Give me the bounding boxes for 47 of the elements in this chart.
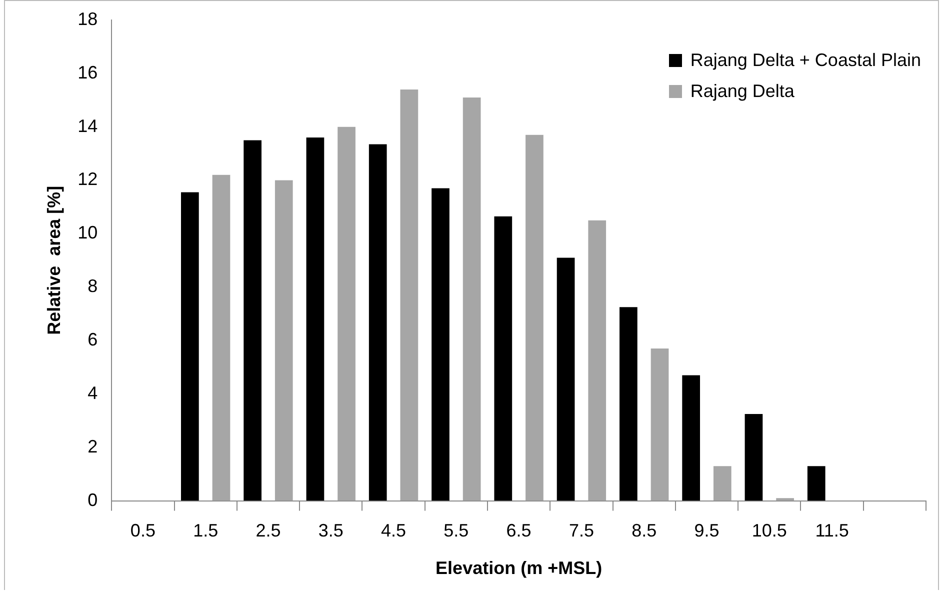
y-tick-label: 14 xyxy=(78,116,98,136)
bar xyxy=(306,138,324,501)
bar xyxy=(432,188,450,501)
x-tick-label: 10.5 xyxy=(752,520,787,541)
bar xyxy=(650,348,669,501)
x-tick-label: 6.5 xyxy=(506,520,532,541)
y-tick-label: 2 xyxy=(88,436,98,456)
bar xyxy=(556,258,575,501)
x-tick-label: 5.5 xyxy=(444,520,469,541)
bar xyxy=(588,220,606,501)
x-tick-label: 3.5 xyxy=(318,520,344,541)
x-tick-label: 8.5 xyxy=(632,520,657,541)
x-tick-label: 9.5 xyxy=(694,520,720,541)
x-tick-label: 0.5 xyxy=(130,520,156,541)
x-tick-label: 2.5 xyxy=(256,520,281,541)
bar xyxy=(744,414,763,501)
x-tick-label: 1.5 xyxy=(193,520,218,541)
bar xyxy=(620,307,638,501)
bar xyxy=(682,375,700,501)
legend-label: Rajang Delta xyxy=(690,81,794,102)
y-tick-label: 12 xyxy=(78,169,98,190)
bar xyxy=(338,126,356,501)
bar xyxy=(713,466,732,501)
x-tick-label: 11.5 xyxy=(815,520,849,541)
legend-label: Rajang Delta + Coastal Plain xyxy=(690,50,921,71)
y-tick-label: 6 xyxy=(88,330,98,350)
x-axis-title: Elevation (m +MSL) xyxy=(436,558,602,578)
bar xyxy=(274,180,293,501)
y-tick-label: 0 xyxy=(88,490,98,510)
bar xyxy=(368,144,387,501)
x-tick-label: 7.5 xyxy=(568,520,594,541)
bar xyxy=(494,216,512,501)
x-tick-label: 4.5 xyxy=(381,520,406,541)
bar xyxy=(244,140,262,501)
y-tick-label: 8 xyxy=(88,276,98,296)
bar xyxy=(526,134,544,501)
y-tick-label: 10 xyxy=(78,222,98,243)
bar xyxy=(776,498,794,501)
y-tick-label: 4 xyxy=(88,382,98,403)
bar xyxy=(181,192,199,501)
bar xyxy=(400,89,418,501)
bar xyxy=(462,97,481,501)
bar xyxy=(807,466,826,501)
bar xyxy=(212,174,230,501)
y-tick-label: 18 xyxy=(78,8,98,29)
y-tick-label: 16 xyxy=(78,62,98,82)
y-axis-title: Relative area [%] xyxy=(44,186,64,335)
